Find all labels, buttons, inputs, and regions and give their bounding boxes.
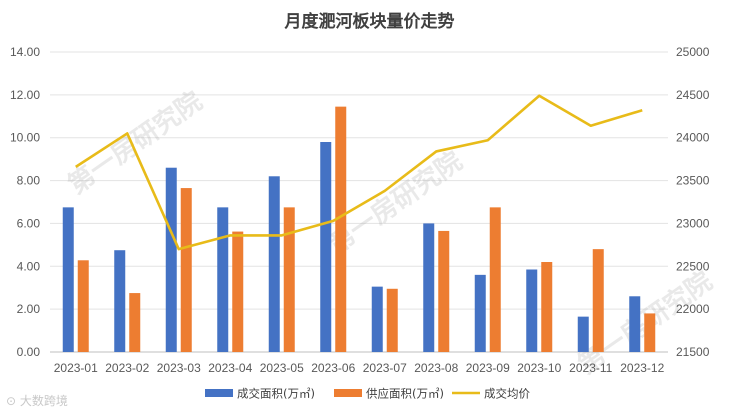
x-tick-label: 2023-11	[569, 361, 612, 375]
x-tick-label: 2023-01	[54, 361, 98, 375]
x-tick-label: 2023-05	[260, 361, 304, 375]
legend: 成交面积(万㎡) 供应面积(万㎡) 成交均价	[205, 387, 530, 401]
x-tick-label: 2023-04	[208, 361, 252, 375]
x-tick-label: 2023-02	[105, 361, 149, 375]
bar-deal-area	[165, 167, 177, 352]
left-tick-label: 12.00	[10, 88, 40, 102]
line-avg-price	[75, 94, 643, 251]
bar-supply-area	[592, 249, 604, 352]
x-tick-label: 2023-09	[466, 361, 510, 375]
bar-supply-area	[232, 231, 244, 352]
source-logo-icon: ⊙	[6, 394, 20, 408]
bar-supply-area	[386, 288, 398, 352]
bar-deal-area	[217, 207, 229, 352]
bar-supply-area	[335, 106, 347, 353]
left-tick-label: 4.00	[17, 259, 41, 273]
x-tick-label: 2023-12	[620, 361, 664, 375]
x-tick-label: 2023-03	[157, 361, 201, 375]
bar-deal-area	[423, 223, 435, 352]
x-tick-label: 2023-08	[414, 361, 458, 375]
bar-supply-area	[644, 313, 656, 352]
right-tick-label: 25000	[676, 45, 710, 59]
left-tick-label: 0.00	[17, 345, 41, 359]
left-tick-label: 2.00	[17, 302, 41, 316]
legend-swatch	[205, 389, 233, 397]
bar-deal-area	[629, 296, 641, 352]
x-tick-label: 2023-07	[363, 361, 407, 375]
bar-deal-area	[526, 269, 538, 352]
bar-deal-area	[268, 176, 280, 352]
left-tick-label: 6.00	[17, 216, 41, 230]
bar-supply-area	[438, 230, 450, 352]
left-tick-label: 8.00	[17, 174, 41, 188]
watermark-text: 第一房研究院	[62, 86, 208, 201]
source-label: ⊙ 大数跨境	[6, 394, 68, 408]
left-tick-label: 10.00	[10, 131, 40, 145]
legend-label: 供应面积(万㎡)	[366, 387, 444, 401]
bar-deal-area	[62, 207, 74, 352]
legend-label: 成交面积(万㎡)	[237, 387, 315, 401]
bar-deal-area	[114, 250, 126, 352]
right-axis: 21500 22000 22500 23000 23500 24000 24500 25000	[676, 45, 710, 359]
bar-deal-area	[577, 316, 589, 352]
bar-supply-area	[129, 293, 141, 352]
right-tick-label: 22500	[676, 259, 710, 273]
x-tick-label: 2023-10	[517, 361, 561, 375]
right-tick-label: 23000	[676, 216, 710, 230]
right-tick-label: 23500	[676, 174, 710, 188]
legend-swatch	[334, 389, 362, 397]
bar-deal-area	[474, 274, 486, 352]
x-axis: 2023-01 2023-02 2023-03 2023-04 2023-05 2023-…	[54, 361, 665, 375]
legend-label: 成交均价	[484, 387, 530, 401]
bar-supply-area	[77, 260, 89, 352]
bar-supply-area	[489, 207, 501, 352]
bar-deal-area	[371, 286, 383, 352]
left-tick-label: 14.00	[10, 45, 40, 59]
left-axis: 0.00 2.00 4.00 6.00 8.00 10.00 12.00 14.00	[10, 45, 40, 359]
line-series	[75, 94, 643, 251]
right-tick-label: 22000	[676, 302, 710, 316]
bar-supply-area	[283, 207, 295, 352]
right-tick-label: 21500	[676, 345, 710, 359]
gridlines	[50, 51, 668, 353]
x-tick-label: 2023-06	[311, 361, 355, 375]
right-tick-label: 24500	[676, 88, 710, 102]
right-tick-label: 24000	[676, 131, 710, 145]
bar-supply-area	[541, 262, 553, 352]
bar-deal-area	[320, 142, 332, 352]
bar-supply-area	[180, 188, 192, 352]
chart-title: 月度淝河板块量价走势	[284, 11, 455, 32]
bars	[62, 106, 656, 353]
